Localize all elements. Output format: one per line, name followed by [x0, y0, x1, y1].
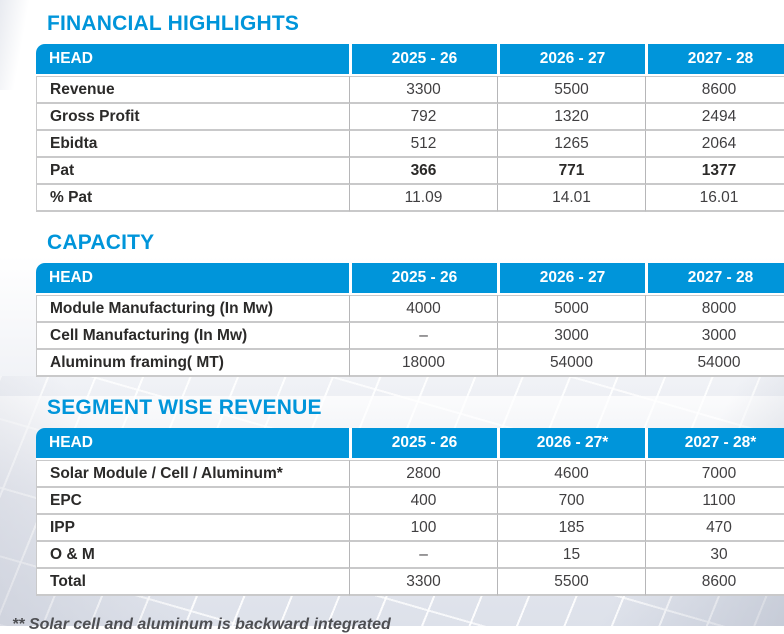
- column-header-year: 2027 - 28: [645, 44, 784, 76]
- table-row: Revenue 3300 5500 8600: [36, 76, 784, 104]
- cell-value: 470: [645, 515, 784, 542]
- column-header-head: HEAD: [36, 263, 349, 295]
- column-header-year: 2025 - 26: [349, 428, 497, 460]
- cell-value: 7000: [645, 460, 784, 488]
- row-label: Cell Manufacturing (In Mw): [36, 323, 349, 350]
- row-label: Gross Profit: [36, 104, 349, 131]
- column-header-year: 2026 - 27: [497, 263, 645, 295]
- cell-value: 8600: [645, 76, 784, 104]
- column-header-year: 2027 - 28*: [645, 428, 784, 460]
- cell-value: 30: [645, 542, 784, 569]
- table-row: EPC 400 700 1100: [36, 488, 784, 515]
- column-header-head: HEAD: [36, 44, 349, 76]
- row-label: % Pat: [36, 185, 349, 212]
- cell-value: 185: [497, 515, 645, 542]
- cell-value: 54000: [645, 350, 784, 377]
- cell-value: 1265: [497, 131, 645, 158]
- row-label: Pat: [36, 158, 349, 185]
- cell-value: 3300: [349, 76, 497, 104]
- cell-value: 700: [497, 488, 645, 515]
- section-capacity: CAPACITY HEAD 2025 - 26 2026 - 27 2027 - 28…: [0, 232, 784, 377]
- cell-value: 1100: [645, 488, 784, 515]
- cell-value: 2494: [645, 104, 784, 131]
- cell-value: 8600: [645, 569, 784, 596]
- table-row: Gross Profit 792 1320 2494: [36, 104, 784, 131]
- row-label: Module Manufacturing (In Mw): [36, 295, 349, 323]
- section-title: FINANCIAL HIGHLIGHTS: [47, 12, 300, 35]
- table-row: Module Manufacturing (In Mw) 4000 5000 8000: [36, 295, 784, 323]
- column-header-head: HEAD: [36, 428, 349, 460]
- row-label: IPP: [36, 515, 349, 542]
- cell-value: –: [349, 323, 497, 350]
- cell-value: 54000: [497, 350, 645, 377]
- row-label: Solar Module / Cell / Aluminum*: [36, 460, 349, 488]
- row-label: O & M: [36, 542, 349, 569]
- row-label: Ebidta: [36, 131, 349, 158]
- cell-value: 2800: [349, 460, 497, 488]
- column-header-year: 2025 - 26: [349, 263, 497, 295]
- cell-value: 5500: [497, 569, 645, 596]
- cell-value: 14.01: [497, 185, 645, 212]
- column-header-year: 2025 - 26: [349, 44, 497, 76]
- table-row: Solar Module / Cell / Aluminum* 2800 4600 7…: [36, 460, 784, 488]
- row-label: EPC: [36, 488, 349, 515]
- cell-value: 18000: [349, 350, 497, 377]
- data-table: HEAD 2025 - 26 2026 - 27 2027 - 28 Revenue 3…: [36, 44, 784, 212]
- table-row: Total 3300 5500 8600: [36, 569, 784, 596]
- cell-value: 792: [349, 104, 497, 131]
- table-row: Pat 366 771 1377: [36, 158, 784, 185]
- cell-value: 5000: [497, 295, 645, 323]
- column-header-year: 2026 - 27*: [497, 428, 645, 460]
- cell-value: 512: [349, 131, 497, 158]
- section-segment-wise-revenue: SEGMENT WISE REVENUE HEAD 2025 - 26 2026 -…: [0, 397, 784, 596]
- cell-value: 1377: [645, 158, 784, 185]
- cell-value: 11.09: [349, 185, 497, 212]
- footnote: ** Solar cell and aluminum is backward i…: [12, 616, 391, 633]
- cell-value: 1320: [497, 104, 645, 131]
- cell-value: 100: [349, 515, 497, 542]
- cell-value: 3000: [645, 323, 784, 350]
- table-row: Cell Manufacturing (In Mw) –3000 3000: [36, 323, 784, 350]
- cell-value: 4600: [497, 460, 645, 488]
- table-row: Ebidta 512 1265 2064: [36, 131, 784, 158]
- row-label: Total: [36, 569, 349, 596]
- header-row: HEAD 2025 - 26 2026 - 27* 2027 - 28*: [36, 428, 784, 460]
- header-row: HEAD 2025 - 26 2026 - 27 2027 - 28: [36, 44, 784, 76]
- cell-value: 4000: [349, 295, 497, 323]
- section-financial-highlights: FINANCIAL HIGHLIGHTS HEAD 2025 - 26 2026 -…: [0, 13, 784, 212]
- cell-value: 16.01: [645, 185, 784, 212]
- data-table: HEAD 2025 - 26 2026 - 27* 2027 - 28* Solar …: [36, 428, 784, 596]
- cell-value: 5500: [497, 76, 645, 104]
- row-label: Revenue: [36, 76, 349, 104]
- table-row: Aluminum framing( MT) 18000 54000 54000: [36, 350, 784, 377]
- column-header-year: 2026 - 27: [497, 44, 645, 76]
- cell-value: 366: [349, 158, 497, 185]
- header-row: HEAD 2025 - 26 2026 - 27 2027 - 28: [36, 263, 784, 295]
- cell-value: 3000: [497, 323, 645, 350]
- table-row: IPP 100 185 470: [36, 515, 784, 542]
- cell-value: 400: [349, 488, 497, 515]
- cell-value: 8000: [645, 295, 784, 323]
- section-title: SEGMENT WISE REVENUE: [47, 396, 322, 419]
- cell-value: 3300: [349, 569, 497, 596]
- table-sections: FINANCIAL HIGHLIGHTS HEAD 2025 - 26 2026 -…: [0, 13, 784, 596]
- cell-value: 2064: [645, 131, 784, 158]
- section-title: CAPACITY: [47, 231, 155, 254]
- table-row: O & M –15 30: [36, 542, 784, 569]
- table-row: % Pat 11.09 14.01 16.01: [36, 185, 784, 212]
- data-table: HEAD 2025 - 26 2026 - 27 2027 - 28 Module M…: [36, 263, 784, 377]
- row-label: Aluminum framing( MT): [36, 350, 349, 377]
- cell-value: 771: [497, 158, 645, 185]
- column-header-year: 2027 - 28: [645, 263, 784, 295]
- cell-value: –: [349, 542, 497, 569]
- cell-value: 15: [497, 542, 645, 569]
